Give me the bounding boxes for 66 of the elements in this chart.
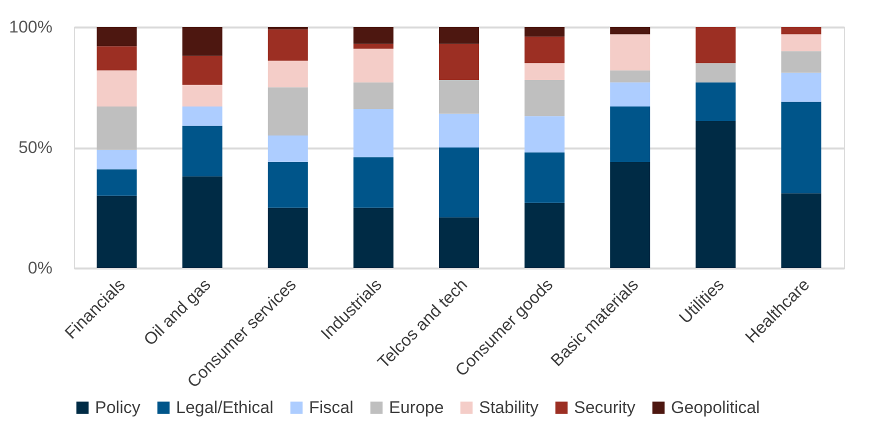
- bar: [96, 46, 137, 70]
- bar: [696, 82, 736, 121]
- bar: [524, 63, 565, 80]
- bar: [182, 176, 222, 268]
- bar: [781, 51, 822, 73]
- legend-label: Fiscal: [309, 398, 354, 417]
- bar: [610, 70, 650, 82]
- bar: [182, 84, 222, 107]
- bar: [524, 27, 565, 37]
- bar: [182, 27, 222, 56]
- bar: [524, 202, 565, 268]
- bar: [353, 108, 394, 158]
- y-tick-label: 50%: [18, 138, 52, 157]
- bar: [439, 27, 479, 44]
- legend-label: Stability: [479, 398, 540, 417]
- bar: [182, 126, 222, 176]
- bar: [439, 217, 479, 268]
- bar: [524, 116, 565, 152]
- bar: [610, 162, 650, 268]
- bar: [524, 36, 565, 64]
- bar: [96, 70, 137, 107]
- bar: [781, 34, 822, 52]
- bar: [182, 56, 222, 85]
- bar: [268, 162, 308, 208]
- bar: [268, 87, 308, 136]
- x-tick-label: Oil and gas: [140, 275, 214, 350]
- bar: [781, 193, 822, 268]
- bar: [524, 152, 565, 203]
- bar: [96, 196, 137, 268]
- bar: [96, 150, 137, 170]
- bar: [439, 114, 479, 148]
- legend-label: Policy: [95, 398, 141, 417]
- bar: [182, 106, 222, 126]
- bar: [610, 106, 650, 162]
- bar: [439, 80, 479, 114]
- bar: [610, 34, 650, 70]
- bar: [268, 135, 308, 162]
- bar: [96, 106, 137, 150]
- bar: [353, 48, 394, 82]
- bar: [696, 120, 736, 268]
- bar: [353, 27, 394, 44]
- bar: [353, 44, 394, 49]
- bar: [781, 102, 822, 194]
- bar: [268, 208, 308, 268]
- bar: [524, 80, 565, 116]
- legend-label: Geopolitical: [671, 398, 760, 417]
- bar: [696, 63, 736, 82]
- bar: [96, 27, 137, 46]
- bar: [696, 27, 736, 64]
- bar: [781, 27, 822, 34]
- bar: [353, 157, 394, 208]
- bar: [439, 44, 479, 80]
- bar: [610, 27, 650, 34]
- legend-label: Security: [574, 398, 636, 417]
- legend-label: Europe: [389, 398, 444, 417]
- bar: [268, 29, 308, 61]
- y-tick-label: 100%: [9, 18, 52, 36]
- bar: [96, 169, 137, 196]
- bar: [353, 208, 394, 268]
- bar: [610, 82, 650, 107]
- y-tick-label: 0%: [28, 258, 52, 278]
- bar: [439, 148, 479, 218]
- bar: [268, 60, 308, 88]
- bar: [781, 72, 822, 102]
- bar: [353, 82, 394, 109]
- legend-label: Legal/Ethical: [176, 398, 274, 417]
